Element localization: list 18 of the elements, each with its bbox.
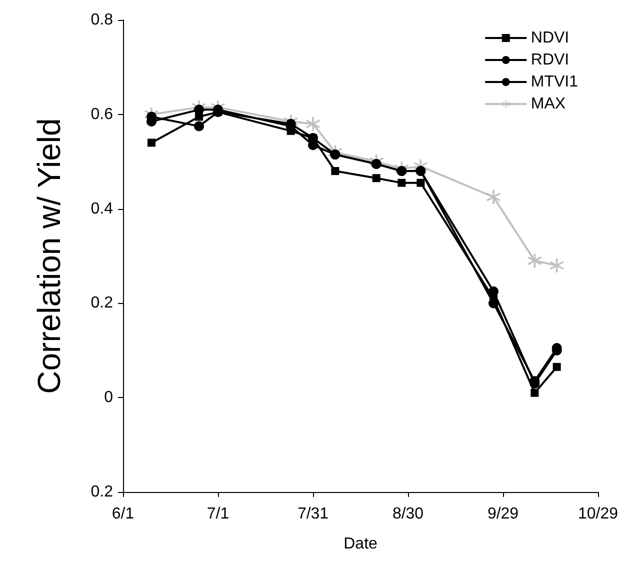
x-tick-label: 7/1	[206, 506, 230, 522]
legend-label: MTVI1	[530, 74, 578, 90]
legend-label: MAX	[530, 96, 566, 112]
legend-label: NDVI	[530, 30, 570, 46]
y-tick-label: 0.2	[90, 484, 114, 500]
x-axis-title: Date	[344, 536, 378, 552]
y-tick-label: 0.4	[90, 200, 114, 218]
x-tick-label: 8/30	[392, 506, 424, 522]
y-axis-title: Correlation w/ Yield	[31, 118, 67, 394]
x-tick-label: 6/1	[112, 506, 134, 522]
legend-label: RDVI	[530, 52, 570, 68]
x-tick-label: 9/29	[487, 506, 519, 522]
x-tick-label: 10/29	[578, 506, 618, 522]
y-tick-label: 0.6	[90, 106, 114, 123]
x-tick-label: 7/31	[297, 506, 329, 522]
y-tick-label: 0.8	[90, 12, 114, 28]
y-tick-label: 0	[104, 389, 114, 406]
y-tick-label: 0.2	[90, 294, 114, 312]
